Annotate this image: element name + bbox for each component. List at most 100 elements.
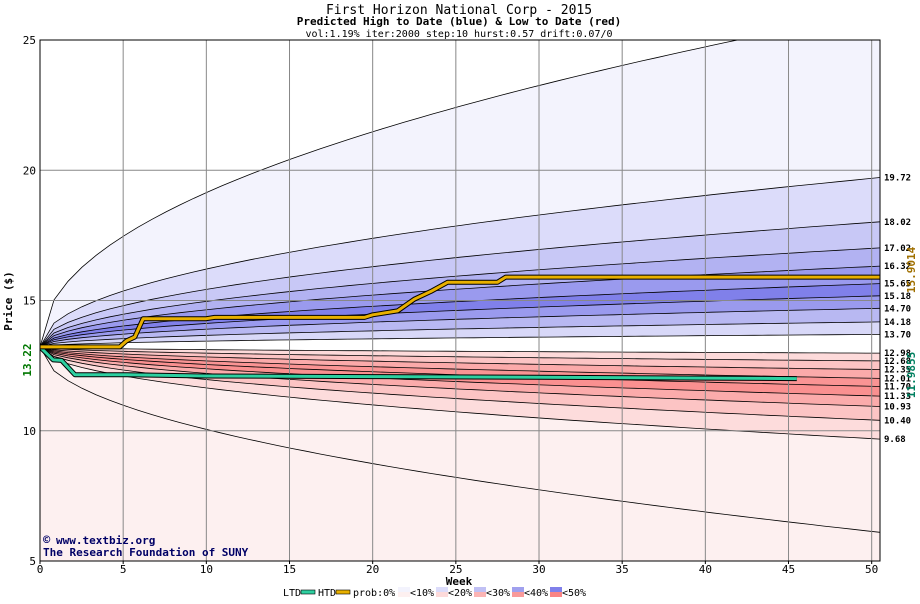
low-percentile-line	[40, 346, 880, 533]
low-band	[40, 346, 880, 440]
legend-label: prob:0%	[353, 588, 395, 599]
y-tick-label: 15	[23, 295, 36, 308]
percentile-level-label: 11.70	[884, 382, 911, 392]
legend-swatch-low	[436, 592, 448, 597]
high-region-beyond	[40, 40, 738, 347]
high-percentile-line	[40, 40, 740, 348]
x-tick-label: 5	[120, 563, 127, 576]
ltd-series-line	[40, 345, 797, 381]
chart-title: First Horizon National Corp - 2015	[326, 3, 592, 18]
legend-swatch-high	[398, 587, 410, 592]
y-tick-label: 5	[29, 555, 36, 568]
high-percentile-line	[40, 334, 880, 348]
high-band	[40, 221, 880, 347]
legend-label: <30%	[486, 588, 510, 599]
legend-swatch-low	[550, 592, 562, 597]
percentile-level-label: 11.33	[884, 392, 911, 402]
percentile-level-label: 12.98	[884, 349, 911, 359]
low-percentile-line	[40, 346, 880, 397]
high-band	[40, 295, 880, 347]
y-tick-label: 10	[23, 425, 36, 438]
legend-swatch-ltd	[300, 589, 316, 595]
x-tick-label: 45	[782, 563, 795, 576]
high-percentile-line	[40, 221, 880, 348]
y-tick-label: 25	[23, 34, 36, 47]
legend: LTD HTD prob:0% <10% <20% <30% <40% <50%	[283, 587, 586, 599]
high-band	[40, 321, 880, 347]
low-band	[40, 346, 880, 421]
high-percentile-line	[40, 177, 880, 348]
y-axis-label: Price ($)	[2, 271, 15, 331]
low-band	[40, 346, 880, 407]
legend-swatch-low	[398, 592, 410, 597]
bands-group	[40, 40, 880, 561]
x-tick-label: 50	[865, 563, 878, 576]
x-tick-label: 15	[283, 563, 296, 576]
low-percentile-line	[40, 346, 880, 407]
start-price-label: 13.22	[21, 343, 34, 376]
percentile-level-label: 10.40	[884, 416, 911, 426]
legend-swatch-low	[512, 592, 524, 597]
legend-label: <40%	[524, 588, 548, 599]
x-tick-label: 0	[37, 563, 44, 576]
low-band	[40, 346, 880, 379]
y-tick-label: 20	[23, 164, 36, 177]
legend-label: <20%	[448, 588, 472, 599]
legend-label: <10%	[410, 588, 434, 599]
legend-label: <50%	[562, 588, 586, 599]
x-tick-label: 10	[200, 563, 213, 576]
percentile-level-label: 14.70	[884, 304, 911, 314]
legend-label: HTD	[318, 588, 336, 599]
high-band	[40, 266, 880, 347]
x-tick-label: 40	[699, 563, 712, 576]
high-percentile-line	[40, 307, 880, 348]
legend-swatch-low	[474, 592, 486, 597]
percentile-level-label: 16.32	[884, 262, 911, 272]
legend-swatch-high	[474, 587, 486, 592]
credit-site[interactable]: www.textbiz.org	[56, 534, 155, 547]
percentile-level-label: 12.68	[884, 357, 911, 367]
percentile-level-label: 14.18	[884, 318, 911, 328]
high-band	[40, 283, 880, 347]
high-percentile-line	[40, 247, 880, 348]
percentile-level-label: 13.70	[884, 330, 911, 340]
htd-series-line	[40, 275, 880, 349]
legend-label: LTD	[283, 588, 301, 599]
high-band	[40, 177, 880, 347]
high-band	[40, 247, 880, 347]
high-band-outer	[40, 40, 880, 347]
percentile-level-label: 15.65	[884, 280, 911, 290]
legend-swatch-htd	[335, 589, 351, 595]
low-percentile-line	[40, 346, 880, 354]
low-band	[40, 346, 880, 370]
low-band	[40, 346, 880, 397]
x-tick-label: 35	[616, 563, 629, 576]
percentile-level-label: 19.72	[884, 174, 911, 184]
legend-swatch-high	[436, 587, 448, 592]
x-tick-label: 25	[449, 563, 462, 576]
percentile-level-label: 15.18	[884, 292, 911, 302]
plot-area: 0 5 10 15 20 25 30 35 40 45 5051015202519.7218.021…	[23, 34, 911, 576]
legend-swatch-high	[512, 587, 524, 592]
low-percentile-line	[40, 346, 880, 370]
credit-org: The Research Foundation of SUNY	[43, 546, 249, 559]
high-band	[40, 308, 880, 347]
chart-subtitle: Predicted High to Date (blue) & Low to D…	[297, 15, 622, 28]
chart-parameters: vol:1.19% iter:2000 step:10 hurst:0.57 d…	[305, 29, 612, 40]
x-tick-label: 20	[366, 563, 379, 576]
percentile-level-label: 18.02	[884, 218, 911, 228]
percentile-level-label: 17.02	[884, 244, 911, 254]
copyright-icon: ©	[43, 533, 51, 547]
credits: © www.textbiz.org The Research Foundatio…	[43, 533, 249, 559]
percentile-level-label: 12.01	[884, 374, 911, 384]
percentile-level-label: 10.93	[884, 403, 911, 413]
low-final-value-label: 11.9855	[905, 352, 918, 398]
percentile-level-label: 12.35	[884, 366, 911, 376]
low-percentile-line	[40, 346, 880, 379]
plot-frame	[39, 39, 881, 562]
low-region-beyond	[40, 346, 880, 561]
percentile-level-label: 9.68	[884, 435, 906, 445]
high-percentile-line	[40, 265, 880, 348]
x-tick-label: 30	[532, 563, 545, 576]
